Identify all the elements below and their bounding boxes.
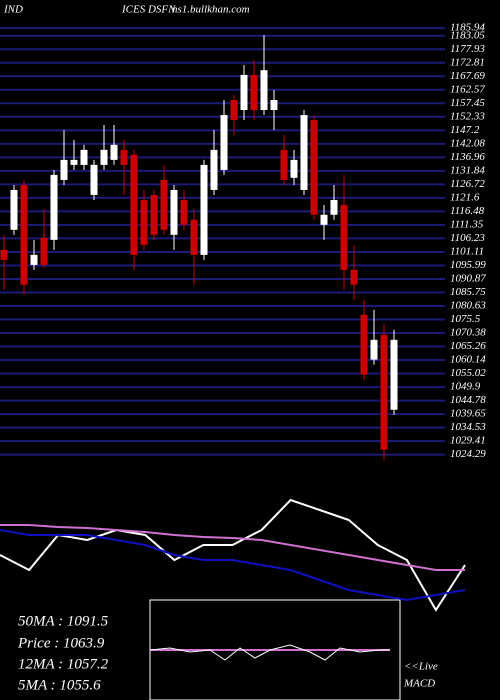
candle-body	[190, 219, 198, 255]
candle-body	[230, 99, 238, 121]
y-tick-label: 1106.23	[450, 232, 485, 244]
info-price: Price : 1063.9	[17, 635, 105, 651]
candle-body	[100, 149, 108, 165]
candle-body	[330, 199, 338, 215]
candle-body	[120, 149, 128, 165]
candle-body	[260, 70, 268, 111]
y-tick-label: 1116.48	[450, 205, 485, 217]
y-tick-label: 1172.81	[450, 56, 485, 68]
macd-line	[149, 644, 390, 661]
info-12ma: 12MA : 1057.2	[18, 656, 109, 672]
candle-body	[10, 189, 18, 230]
macd-live: <<Live	[404, 661, 438, 673]
y-tick-label: 1024.29	[450, 448, 486, 460]
candle-body	[270, 99, 278, 111]
candle-body	[250, 74, 258, 111]
y-tick-label: 1185.94	[450, 22, 485, 34]
candle-body	[240, 74, 248, 111]
y-tick-label: 1183.05	[450, 29, 485, 41]
candle-body	[70, 159, 78, 165]
y-tick-label: 1090.87	[450, 272, 486, 284]
y-tick-label: 1065.26	[450, 340, 486, 352]
y-tick-label: 1060.14	[450, 354, 486, 366]
candle-body	[60, 159, 68, 180]
y-tick-label: 1055.02	[450, 367, 486, 379]
candle-body	[370, 339, 378, 360]
candle-body	[30, 254, 38, 265]
y-tick-label: 1095.99	[450, 259, 486, 271]
y-tick-label: 1152.33	[450, 110, 485, 122]
candle-body	[300, 115, 308, 190]
candle-body	[140, 199, 148, 245]
y-tick-label: 1080.63	[450, 300, 486, 312]
y-tick-label: 1044.78	[450, 394, 486, 406]
candle-body	[390, 339, 398, 410]
info-50ma: 50MA : 1091.5	[18, 613, 109, 629]
y-tick-label: 1039.65	[450, 408, 486, 420]
y-tick-label: 1085.75	[450, 286, 486, 298]
header-site: ns1.bullkhan.com	[172, 4, 250, 16]
candle-body	[380, 334, 388, 450]
candle-body	[110, 144, 118, 160]
candle-body	[360, 314, 368, 375]
y-tick-label: 1162.57	[450, 83, 485, 95]
candle-body	[90, 164, 98, 195]
indicator-line	[0, 529, 466, 602]
info-5ma: 5MA : 1055.6	[18, 677, 101, 693]
candle-body	[80, 149, 88, 165]
candle-body	[200, 164, 208, 255]
candle-body	[210, 149, 218, 190]
y-tick-label: 1029.41	[450, 435, 486, 447]
y-tick-label: 1070.38	[450, 327, 486, 339]
y-tick-label: 1075.5	[450, 313, 481, 325]
candle-body	[320, 214, 328, 225]
y-tick-label: 1101.11	[450, 245, 484, 257]
header-left: IND	[3, 4, 23, 16]
candle-body	[180, 199, 188, 225]
candle-body	[340, 205, 348, 270]
indicator-line	[0, 498, 466, 612]
indicator-line	[0, 524, 465, 571]
candle-body	[170, 189, 178, 235]
candle-body	[280, 149, 288, 180]
y-tick-label: 1136.96	[450, 151, 485, 163]
header-mid: ICES DSFN	[121, 4, 176, 16]
candle-body	[0, 249, 8, 260]
candle-body	[220, 115, 228, 170]
y-tick-label: 1131.84	[450, 164, 485, 176]
candle-body	[20, 184, 28, 285]
candle-body	[290, 159, 298, 178]
candle-body	[160, 179, 168, 230]
y-tick-label: 1157.45	[450, 97, 485, 109]
y-tick-label: 1147.2	[450, 124, 480, 136]
candle-body	[310, 120, 318, 215]
candle-body	[150, 194, 158, 235]
y-tick-label: 1049.9	[450, 381, 481, 393]
candle-body	[40, 237, 48, 265]
candle-body	[130, 154, 138, 255]
y-tick-label: 1111.35	[450, 218, 484, 230]
candle-body	[350, 269, 358, 285]
y-tick-label: 1034.53	[450, 421, 486, 433]
y-tick-label: 1177.93	[450, 43, 485, 55]
y-tick-label: 1121.6	[450, 191, 480, 203]
candle-body	[50, 174, 58, 240]
macd-title: MACD	[403, 678, 435, 690]
y-tick-label: 1142.08	[450, 137, 485, 149]
y-tick-label: 1167.69	[450, 70, 485, 82]
y-tick-label: 1126.72	[450, 178, 485, 190]
